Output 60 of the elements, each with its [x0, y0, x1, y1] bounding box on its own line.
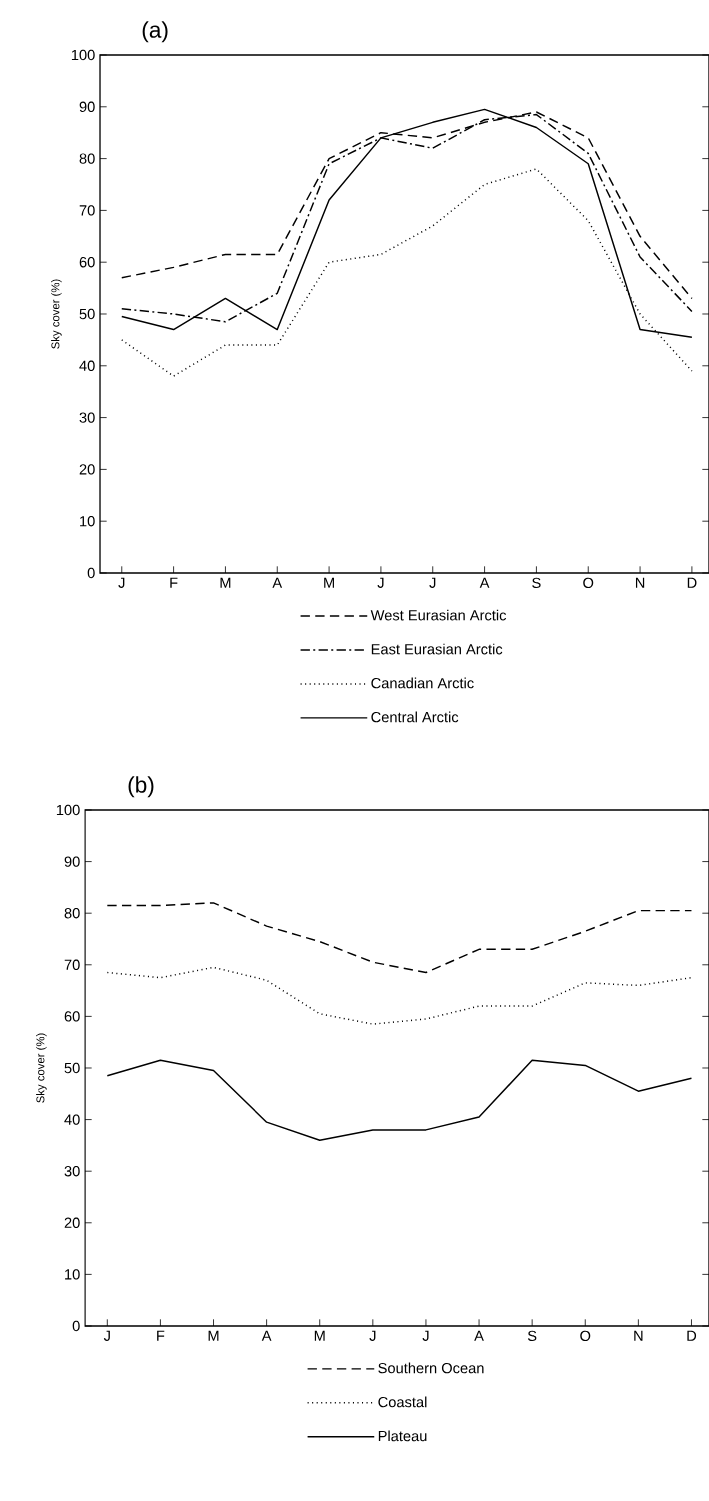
x-tick-label: M — [208, 1330, 219, 1341]
x-tick-label: A — [479, 577, 490, 588]
x-tick-label: D — [687, 577, 697, 588]
x-tick-label: J — [369, 1330, 376, 1341]
x-tick-label: F — [170, 577, 178, 588]
chart-title: (b) — [128, 776, 154, 798]
y-axis-title: Sky cover (%) — [36, 1033, 47, 1103]
y-tick-label: 10 — [80, 516, 95, 527]
legend-label: Southern Ocean — [378, 1362, 484, 1374]
y-tick-label: 80 — [79, 153, 95, 164]
y-tick-label: 30 — [79, 412, 95, 423]
x-tick-label: N — [635, 577, 645, 588]
line-series — [106, 902, 693, 974]
x-tick-label: A — [261, 1330, 272, 1341]
line-series — [106, 1059, 693, 1141]
x-tick-label: S — [527, 1330, 537, 1342]
x-tick-label: O — [583, 577, 594, 589]
legend-label: Central Arctic — [371, 711, 459, 723]
y-tick-label: 40 — [64, 1114, 80, 1125]
y-tick-label: 80 — [64, 908, 80, 919]
y-tick-label: 0 — [87, 567, 95, 579]
y-tick-label: 0 — [72, 1320, 80, 1332]
x-tick-label: M — [314, 1330, 325, 1341]
legend-label: Plateau — [378, 1430, 427, 1442]
y-tick-label: 100 — [56, 804, 80, 816]
y-tick-label: 40 — [79, 360, 95, 371]
y-tick-label: 70 — [64, 959, 80, 970]
x-tick-label: J — [422, 1330, 429, 1341]
x-tick-label: F — [157, 1330, 165, 1341]
x-tick-label: D — [687, 1330, 697, 1341]
x-tick-label: N — [634, 1330, 643, 1341]
y-tick-label: 50 — [79, 308, 95, 320]
y-tick-label: 60 — [79, 257, 95, 268]
y-tick-label: 20 — [79, 464, 95, 475]
y-tick-label: 90 — [64, 856, 80, 867]
x-tick-label: S — [532, 577, 541, 589]
x-tick-label: J — [118, 577, 125, 588]
y-tick-label: 60 — [64, 1011, 80, 1022]
y-tick-label: 50 — [64, 1062, 80, 1074]
y-tick-label: 100 — [71, 49, 95, 61]
y-tick-label: 10 — [65, 1269, 80, 1280]
legend-label: East Eurasian Arctic — [371, 643, 503, 655]
legend-label: Canadian Arctic — [371, 677, 474, 689]
legend-label: West Eurasian Arctic — [370, 609, 507, 621]
chart-title: (a) — [142, 21, 168, 43]
x-tick-label: J — [103, 1330, 110, 1341]
y-tick-label: 70 — [79, 205, 95, 216]
y-tick-label: 90 — [79, 101, 95, 112]
line-series — [106, 966, 693, 1025]
x-tick-label: M — [324, 577, 334, 588]
x-tick-label: J — [429, 577, 436, 588]
x-tick-label: M — [220, 577, 231, 588]
y-tick-label: 20 — [64, 1217, 80, 1228]
y-tick-label: 30 — [64, 1166, 80, 1177]
legend-label: Coastal — [378, 1396, 427, 1408]
x-tick-label: A — [272, 577, 283, 588]
y-axis-title: Sky cover (%) — [51, 279, 62, 349]
x-tick-label: O — [580, 1330, 591, 1342]
x-tick-label: J — [377, 577, 384, 588]
x-tick-label: A — [474, 1330, 484, 1341]
